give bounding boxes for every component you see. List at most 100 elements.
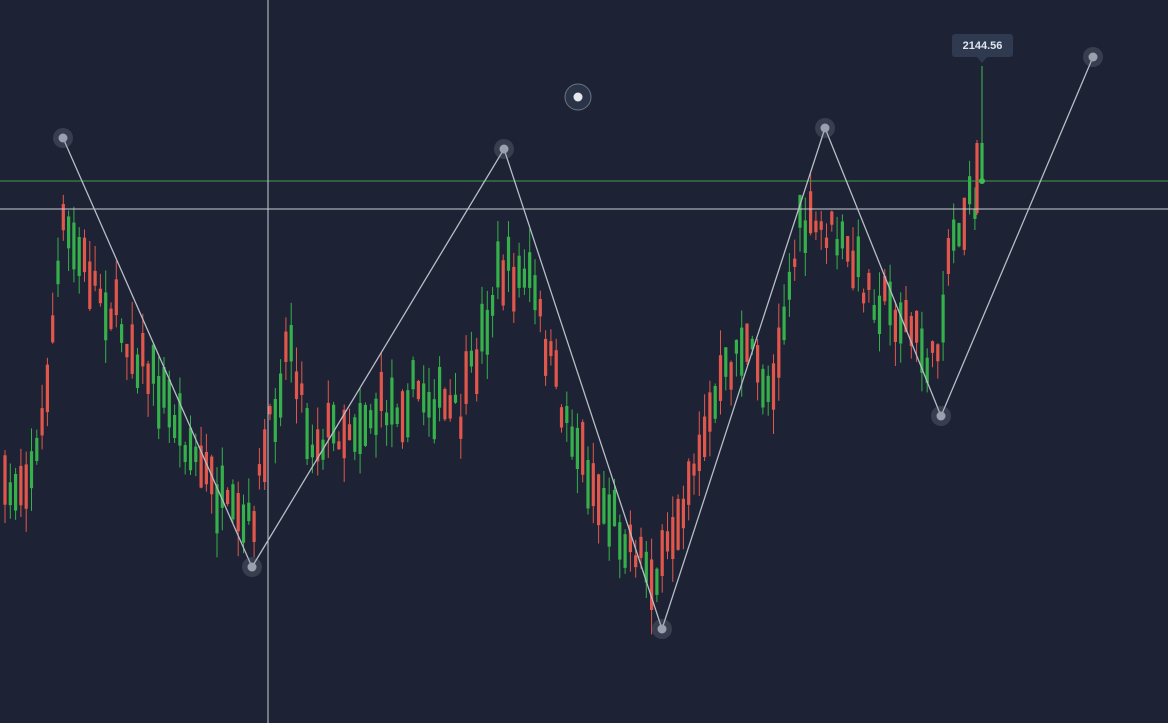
candle-body (496, 241, 500, 288)
candle-body (422, 383, 426, 413)
candle-body (851, 250, 855, 289)
pivots (53, 47, 1103, 639)
pivot-point (499, 144, 509, 154)
candle-body (347, 424, 352, 441)
candle-body (183, 445, 187, 463)
candle-body (427, 392, 431, 418)
candle-body (231, 484, 235, 520)
candle-body (941, 294, 945, 343)
candle-body (252, 511, 256, 542)
candle-body (88, 261, 92, 309)
candle-body (676, 498, 680, 550)
candle-body (40, 408, 44, 436)
candle-body (756, 345, 760, 383)
candle-body (199, 445, 203, 488)
candle-body (665, 531, 670, 552)
candle-body (72, 222, 76, 270)
candle-body (581, 421, 585, 475)
candle-body (374, 398, 378, 435)
candle-body (766, 375, 770, 402)
candle-body (782, 306, 786, 341)
candle-body (761, 368, 765, 408)
candle-body (294, 371, 299, 400)
candle-body (358, 403, 362, 455)
candle-body (655, 568, 659, 595)
candle-body (469, 350, 473, 367)
candle-body (135, 354, 140, 388)
candle-body (840, 221, 844, 249)
candle-body (19, 465, 23, 506)
candle-body (544, 338, 548, 376)
candle-body (824, 237, 829, 248)
candle-body (310, 444, 314, 458)
candle-body (962, 197, 966, 250)
candle-body (692, 463, 696, 476)
candle-body (459, 416, 463, 439)
candle-body (968, 176, 972, 205)
candle-body (353, 417, 357, 452)
candle-body (438, 366, 442, 408)
candle-body (554, 350, 558, 387)
candle-body (703, 416, 707, 458)
candle-body (750, 338, 754, 350)
candle-body (522, 268, 526, 288)
candle-body (718, 355, 723, 401)
candle-body (432, 399, 436, 440)
candle-body (151, 344, 155, 384)
candle-body (157, 375, 161, 429)
candle-body (3, 455, 7, 505)
candle-body (777, 327, 781, 378)
candle-body (920, 328, 924, 373)
candle-body (130, 324, 134, 374)
candle-body (400, 391, 405, 443)
candle-body (120, 324, 124, 343)
candle-body (448, 395, 452, 419)
candle-body (8, 482, 12, 506)
candle-body (453, 394, 458, 403)
candle-body (734, 339, 738, 354)
candle-body (835, 239, 839, 256)
candle-body (162, 366, 166, 408)
candle-body (464, 351, 468, 404)
candle-body (93, 270, 97, 286)
candle-body (697, 434, 701, 472)
candle-body (830, 211, 834, 225)
candle-body (146, 363, 150, 394)
candle-body (61, 203, 65, 231)
candle-body (671, 517, 675, 560)
candle-body (416, 380, 420, 400)
candle-body (623, 534, 627, 568)
candle-body (634, 555, 638, 568)
candle-body (899, 302, 903, 344)
price-tooltip (952, 34, 1013, 57)
candle-body (538, 298, 542, 317)
candle-body (586, 460, 590, 509)
cursor-dot (979, 178, 985, 184)
candle-body (369, 410, 373, 429)
candle-body (570, 426, 574, 457)
candle-body (188, 427, 193, 471)
candles (3, 140, 984, 635)
candle-body (501, 260, 505, 306)
candle-body (194, 446, 198, 463)
candle-body (771, 363, 776, 410)
candle-body (406, 390, 410, 438)
candle-body (793, 258, 797, 267)
price-label: 2144.56 (963, 40, 1003, 52)
candle-body (888, 281, 892, 326)
candle-body (305, 408, 309, 460)
candle-body (708, 392, 712, 432)
handle-dot[interactable] (573, 92, 583, 102)
candle-body (379, 371, 383, 412)
candle-body (337, 441, 341, 450)
candle-body (660, 530, 664, 576)
candle-body (575, 427, 579, 470)
candle-body (946, 238, 950, 274)
candle-body (687, 461, 691, 505)
candle-body (740, 327, 744, 376)
candle-body (909, 316, 913, 347)
candle-body (268, 406, 272, 415)
candle-body (289, 324, 293, 362)
candle-body (650, 559, 654, 610)
